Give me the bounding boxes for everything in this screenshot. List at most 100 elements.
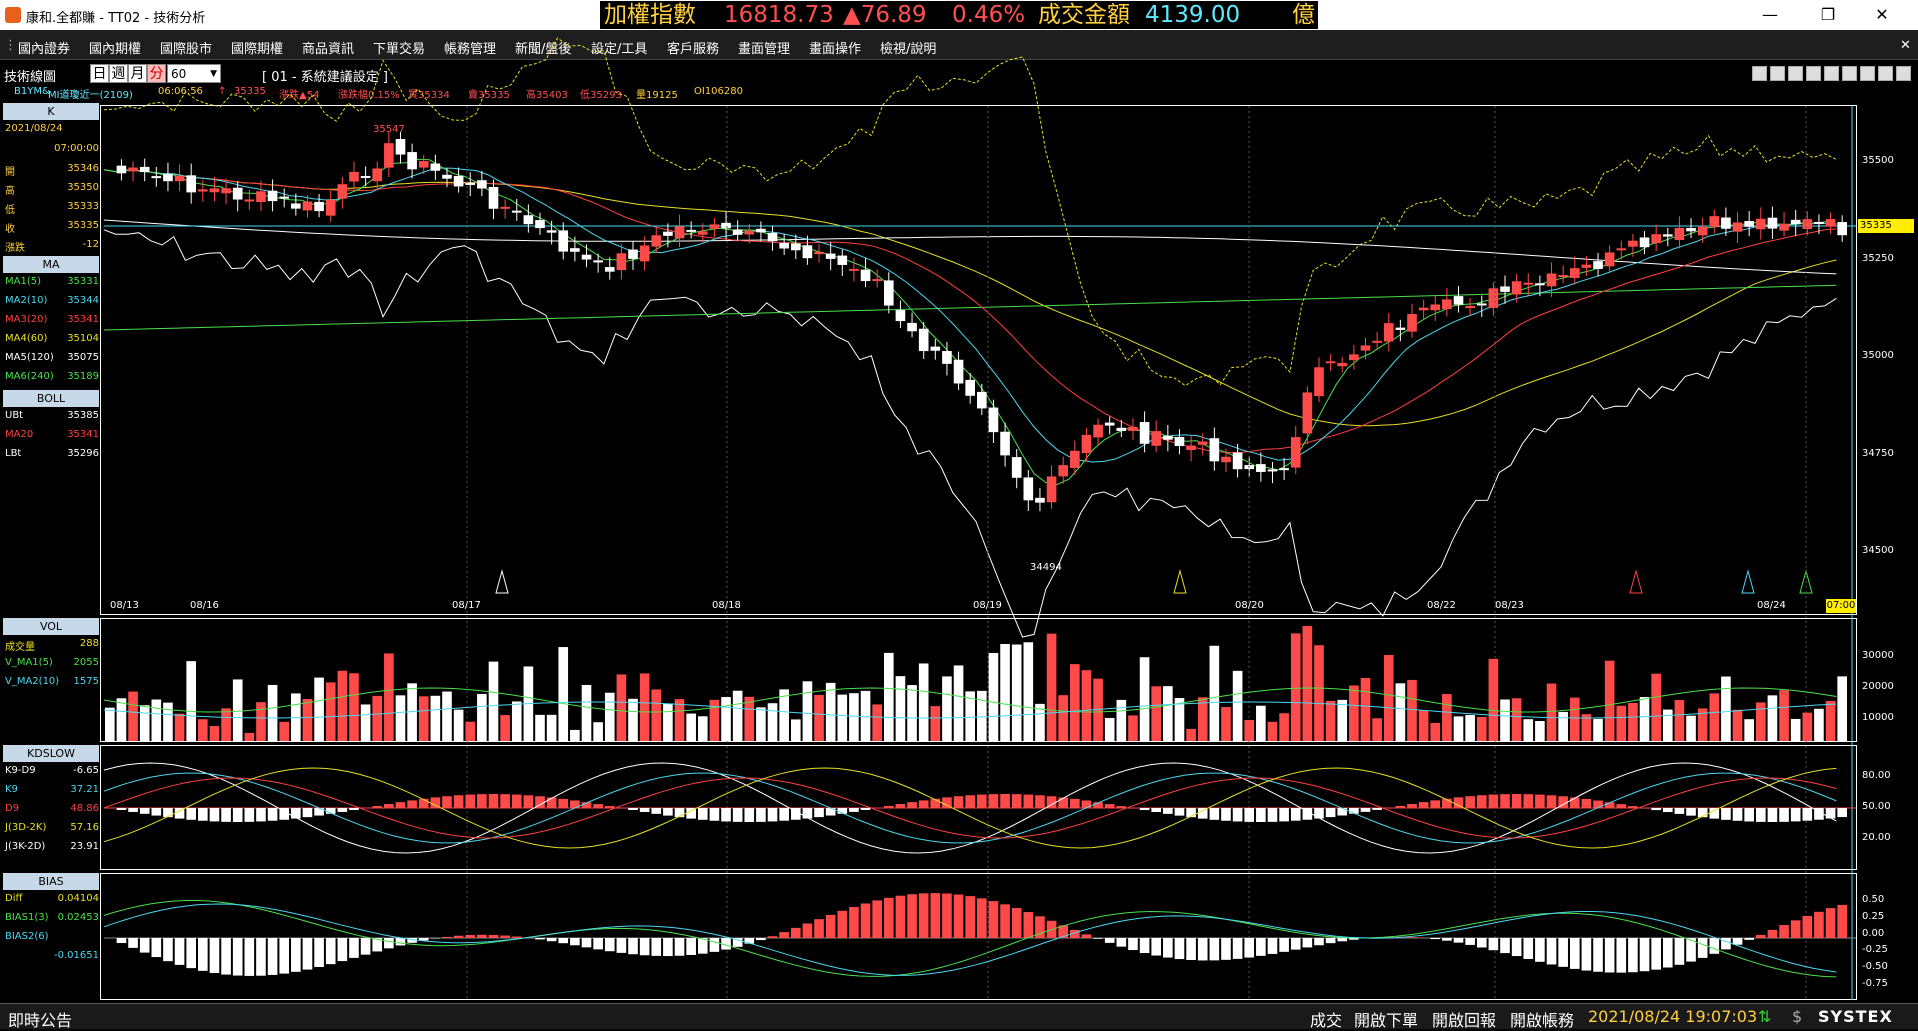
bias-bar: [186, 938, 196, 968]
volume-bar: [1802, 713, 1812, 741]
volume-bar: [1279, 713, 1289, 741]
kd-diff-bar: [803, 808, 813, 819]
bias-bar: [1593, 938, 1603, 972]
bias-bar: [989, 901, 999, 938]
bias-bar: [1140, 938, 1150, 953]
kd-diff-bar: [512, 795, 522, 808]
kd-diff-bar: [861, 808, 871, 810]
kd-diff-bar: [849, 808, 859, 812]
bias-bar: [1779, 925, 1789, 938]
volume-bar: [1407, 680, 1417, 741]
bias-bar: [756, 938, 766, 940]
last-price-tag: 35335: [1858, 219, 1914, 233]
bias-bar: [1512, 938, 1522, 956]
candle-body: [710, 224, 720, 228]
volume-bar: [1117, 700, 1127, 741]
candle-body: [1709, 216, 1719, 226]
candle-body: [558, 230, 568, 251]
candle-body: [570, 248, 580, 252]
price-axis-tick: 35500: [1862, 155, 1894, 166]
kd-diff-bar: [1837, 808, 1847, 817]
volume-bar: [384, 653, 394, 741]
volume-bar: [1558, 712, 1568, 741]
volume-bar: [593, 722, 603, 741]
bias-bar: [1744, 938, 1754, 940]
kd-diff-bar: [1709, 808, 1719, 819]
candle-body: [1500, 286, 1510, 291]
ma5-line: [104, 159, 1836, 484]
candle-body: [791, 243, 801, 250]
volume-bar: [1756, 702, 1766, 741]
volume-bar: [256, 702, 266, 741]
kd-diff-bar: [291, 808, 301, 819]
volume-bar: [1465, 715, 1475, 741]
open-report-button[interactable]: 開啟回報: [1432, 1007, 1496, 1031]
volume-bar: [1361, 678, 1371, 741]
bias-bar: [942, 893, 952, 938]
candle-body: [1221, 457, 1231, 463]
kd-diff-bar: [407, 800, 417, 808]
volume-bar: [628, 699, 638, 741]
bias-axis-tick: -0.75: [1862, 978, 1888, 989]
bias-bar: [861, 903, 871, 938]
bias-bar: [512, 937, 522, 938]
open-account-button[interactable]: 開啟帳務: [1510, 1007, 1574, 1031]
signal-triangle-icon: [1630, 571, 1642, 593]
bias-bar: [1826, 908, 1836, 938]
bias-bar: [1163, 938, 1173, 958]
bias-bar: [1117, 938, 1127, 947]
volume-bar: [1163, 686, 1173, 741]
kd-diff-bar: [1140, 808, 1150, 810]
kd-diff-bar: [942, 797, 952, 808]
candle-body: [1523, 283, 1533, 285]
date-label: 08/22: [1427, 600, 1456, 611]
volume-bar: [1256, 706, 1266, 741]
volume-bar: [698, 716, 708, 741]
status-trade-button[interactable]: 成交: [1310, 1007, 1342, 1031]
candle-body: [1256, 464, 1266, 472]
volume-bar: [1744, 719, 1754, 741]
bias-bar: [710, 938, 720, 952]
volume-bar: [1384, 655, 1394, 741]
ma10-line: [104, 168, 1836, 462]
volume-bar: [907, 685, 917, 741]
volume-bar: [1047, 634, 1057, 741]
volume-bar: [1477, 717, 1487, 741]
kd-diff-bar: [163, 808, 173, 817]
candle-body: [1058, 465, 1068, 476]
candle-body: [744, 231, 754, 235]
kd-diff-bar: [744, 808, 754, 822]
kd-diff-bar: [989, 794, 999, 808]
bias-bar: [221, 938, 231, 975]
bias-bar: [1663, 938, 1673, 967]
status-datetime: 2021/08/24 19:07:03: [1588, 1007, 1757, 1026]
bias-bar: [1175, 938, 1185, 959]
volume-bar: [1326, 701, 1336, 741]
candle-body: [140, 167, 150, 172]
candle-body: [1047, 476, 1057, 502]
volume-bar: [1314, 645, 1324, 741]
bias-bar: [826, 915, 836, 938]
kd-diff-bar: [1326, 808, 1336, 817]
volume-bar: [1024, 642, 1034, 741]
candle-body: [1024, 477, 1034, 500]
volume-bar: [1128, 715, 1138, 741]
volume-bar: [1349, 685, 1359, 741]
volume-bar: [1082, 670, 1092, 741]
bias-bar: [303, 938, 313, 970]
kd-diff-bar: [1791, 808, 1801, 821]
volume-bar: [1837, 676, 1847, 741]
open-order-button[interactable]: 開啟下單: [1354, 1007, 1418, 1031]
bias-bar: [1128, 938, 1138, 950]
kd-diff-bar: [1058, 797, 1068, 808]
notice-button[interactable]: 即時公告: [8, 1007, 72, 1031]
volume-bar: [1430, 723, 1440, 741]
candle-body: [407, 152, 417, 169]
volume-bar: [1709, 693, 1719, 741]
volume-bar: [1779, 690, 1789, 741]
kd-diff-bar: [1361, 808, 1371, 812]
date-label: 08/17: [452, 600, 481, 611]
bias-bar: [245, 938, 255, 976]
volume-bar: [547, 715, 557, 741]
bias-bar: [1768, 930, 1778, 938]
